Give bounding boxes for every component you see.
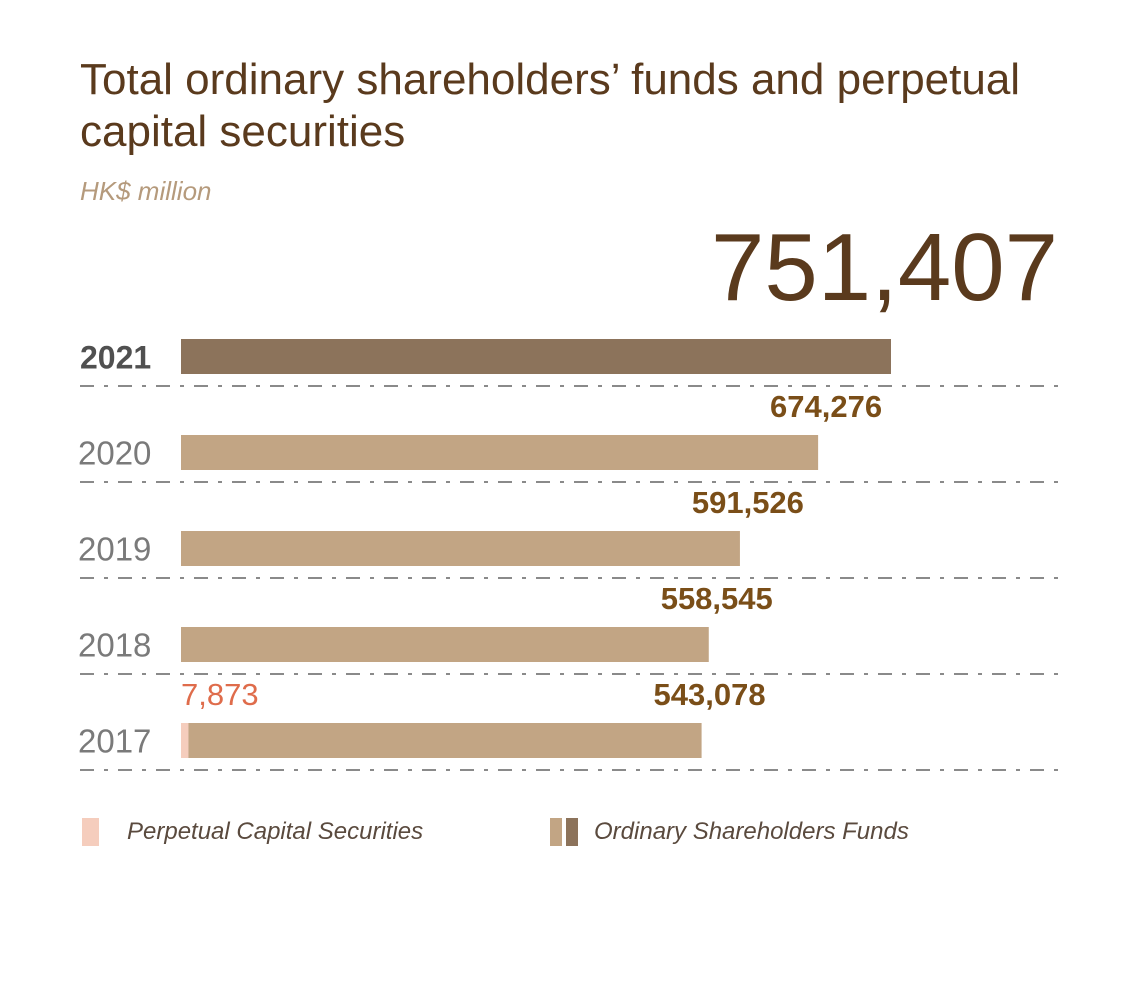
value-label-2018: 558,545 bbox=[661, 581, 773, 616]
legend-label-ordinary: Ordinary Shareholders Funds bbox=[594, 818, 909, 845]
value-label-2020: 674,276 bbox=[770, 389, 882, 424]
bar-ordinary-2018 bbox=[181, 627, 709, 662]
legend: Perpetual Capital Securities Ordinary Sh… bbox=[80, 814, 1080, 850]
chart-subtitle: HK$ million bbox=[80, 176, 212, 206]
legend-item-perpetual: Perpetual Capital Securities bbox=[82, 814, 423, 850]
bar-ordinary-2017 bbox=[188, 723, 702, 758]
category-label-2020: 2020 bbox=[78, 435, 151, 472]
legend-label-perpetual: Perpetual Capital Securities bbox=[127, 818, 424, 845]
bar-perpetual-2017 bbox=[181, 723, 189, 758]
category-label-2018: 2018 bbox=[78, 627, 151, 664]
value-label-perpetual-2017: 7,873 bbox=[181, 677, 259, 712]
value-label-2019: 591,526 bbox=[692, 485, 804, 520]
category-label-2019: 2019 bbox=[78, 531, 151, 568]
bar-ordinary-2021 bbox=[181, 339, 891, 374]
legend-swatch-ordinary bbox=[550, 818, 582, 846]
category-label-2017: 2017 bbox=[78, 723, 151, 760]
category-label-2021: 2021 bbox=[80, 340, 151, 376]
bar-ordinary-2020 bbox=[181, 435, 819, 470]
bar-ordinary-2019 bbox=[181, 531, 740, 566]
chart-title: Total ordinary shareholders’ funds and p… bbox=[80, 55, 1021, 156]
bar-chart: 2021 751,407 2020 674,276 2019 591,526 2018 558… bbox=[78, 214, 1060, 771]
value-label-ordinary-2017: 543,078 bbox=[654, 677, 766, 712]
legend-item-ordinary: Ordinary Shareholders Funds bbox=[550, 814, 909, 850]
value-label-2021: 751,407 bbox=[711, 214, 1058, 321]
legend-swatch-perpetual bbox=[82, 818, 99, 846]
